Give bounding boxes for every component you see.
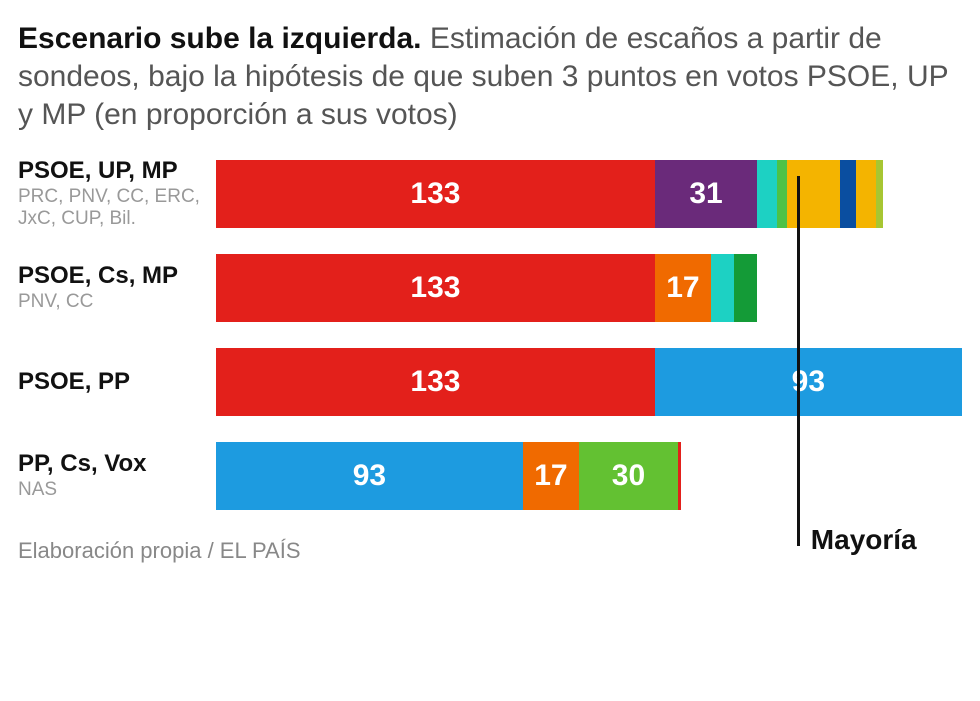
bar-segment: 133 — [216, 254, 655, 322]
bar-segment: 93 — [655, 348, 962, 416]
bar-segment: 133 — [216, 160, 655, 228]
bar-row: PSOE, UP, MPPRC, PNV, CC, ERC, JxC, CUP,… — [18, 160, 962, 228]
bar-segment — [711, 254, 734, 322]
seat-estimate-chart: Escenario sube la izquierda. Estimación … — [0, 0, 980, 701]
row-label-main: PP, Cs, Vox — [18, 451, 210, 477]
row-label: PSOE, UP, MPPRC, PNV, CC, ERC, JxC, CUP,… — [18, 160, 216, 228]
bar-segment: 17 — [523, 442, 579, 510]
bar-segment — [678, 442, 681, 510]
bar-segment: 30 — [579, 442, 678, 510]
bar-segment: 93 — [216, 442, 523, 510]
bar-segment — [840, 160, 857, 228]
chart-title: Escenario sube la izquierda. Estimación … — [18, 20, 962, 134]
row-label-main: PSOE, PP — [18, 369, 210, 395]
plot-area: PSOE, UP, MPPRC, PNV, CC, ERC, JxC, CUP,… — [18, 160, 962, 510]
bar-track: 13331 — [216, 160, 962, 228]
row-label: PP, Cs, VoxNAS — [18, 442, 216, 510]
bar-track: 13317 — [216, 254, 962, 322]
bar-segment — [876, 160, 883, 228]
bar-row: PSOE, Cs, MPPNV, CC13317 — [18, 254, 962, 322]
chart-title-bold: Escenario sube la izquierda. — [18, 22, 421, 55]
bar-segment — [757, 160, 777, 228]
majority-reference-line — [797, 176, 800, 546]
bar-segment: 17 — [655, 254, 711, 322]
bar-row: PSOE, PP13393 — [18, 348, 962, 416]
bar-track: 931730 — [216, 442, 962, 510]
bar-segment: 31 — [655, 160, 757, 228]
row-label-sub: PNV, CC — [18, 291, 210, 313]
row-label: PSOE, PP — [18, 348, 216, 416]
bar-segment — [787, 160, 840, 228]
row-label-main: PSOE, UP, MP — [18, 158, 210, 184]
bar-segment: 133 — [216, 348, 655, 416]
bar-segment — [856, 160, 876, 228]
bar-row: PP, Cs, VoxNAS931730 — [18, 442, 962, 510]
row-label-sub: NAS — [18, 479, 210, 501]
bar-segment — [777, 160, 787, 228]
majority-label: Mayoría — [811, 524, 917, 556]
row-label-sub: PRC, PNV, CC, ERC, JxC, CUP, Bil. — [18, 186, 210, 230]
bar-segment — [734, 254, 757, 322]
bar-track: 13393 — [216, 348, 962, 416]
row-label: PSOE, Cs, MPPNV, CC — [18, 254, 216, 322]
row-label-main: PSOE, Cs, MP — [18, 263, 210, 289]
